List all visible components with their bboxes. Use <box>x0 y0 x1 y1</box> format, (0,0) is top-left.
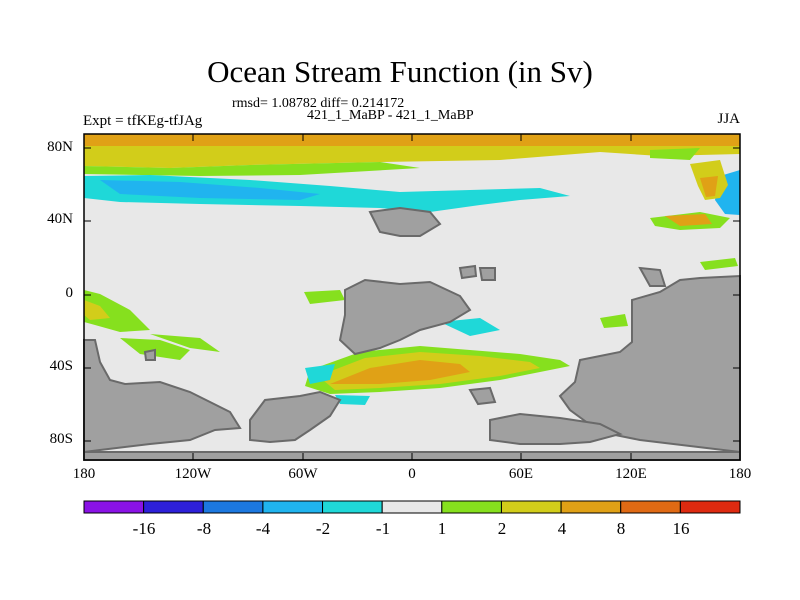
colorbar <box>83 500 741 514</box>
north-atlantic-orange <box>700 176 718 197</box>
lon-tick-120e: 120E <box>615 466 647 482</box>
land-south-america-tip <box>249 390 342 444</box>
north-pacific-blue <box>100 180 320 200</box>
land-east-continent <box>558 274 741 454</box>
lat-tick-0: 0 <box>65 285 74 301</box>
land-small-1 <box>458 264 478 280</box>
patch-40n-orange <box>665 214 712 226</box>
colorbar-swatch <box>143 500 204 514</box>
season-label: JJA <box>717 111 740 127</box>
tropic-green-atlantic <box>304 290 345 304</box>
south-pacific-green-2 <box>150 334 220 352</box>
southern-ocean-orange <box>330 360 470 384</box>
arctic-band-green <box>84 162 420 176</box>
colorbar-swatch <box>262 500 324 514</box>
chart-title: Ocean Stream Function (in Sv) <box>207 54 593 89</box>
colorbar-swatch <box>679 500 741 514</box>
lon-tick-60e: 60E <box>508 466 534 482</box>
land-small-3 <box>638 266 667 287</box>
land-africa-west <box>338 278 472 356</box>
land-masses <box>83 206 741 461</box>
colorbar-label-5: -1 <box>375 519 391 538</box>
lon-tick-180w: 180 <box>72 466 96 482</box>
tropic-green-indian <box>600 314 628 328</box>
colorbar-label-4: -2 <box>315 519 331 538</box>
subtitle-stats: rmsd= 1.08782 diff= 0.214172 <box>232 96 405 111</box>
colorbar-swatch <box>620 500 681 514</box>
colorbar-swatch <box>441 500 502 514</box>
west-tropic-green <box>84 290 150 332</box>
arctic-band-yellow <box>84 146 740 168</box>
lat-tick-80s: 80S <box>49 431 73 447</box>
colorbar-label-6: 1 <box>437 519 447 538</box>
west-tropic-yellow <box>84 300 110 320</box>
experiment-label: Expt = tfKEg-tfJAg <box>83 113 203 129</box>
southern-ocean-cyan-1 <box>305 364 335 384</box>
land-antarctic-lobe <box>489 412 623 445</box>
colorbar-swatch <box>322 500 383 514</box>
land-europe-block <box>368 206 442 237</box>
colorbar-swatch <box>381 500 443 514</box>
axis-ticks <box>83 134 741 460</box>
lat-tick-40n: 40N <box>47 211 73 227</box>
colorbar-label-9: 8 <box>616 519 626 538</box>
colorbar-swatch <box>202 500 264 514</box>
lat-tick-40s: 40S <box>49 358 73 374</box>
colorbar-label-1: -16 <box>132 519 156 538</box>
colorbar-label-7: 2 <box>497 519 507 538</box>
land-small-4 <box>468 386 497 406</box>
colorbar-label-10: 16 <box>672 519 690 538</box>
patch-25n-green <box>700 258 738 270</box>
arctic-green-patch <box>650 148 700 160</box>
land-small-2 <box>478 267 496 281</box>
colorbar-label-3: -4 <box>255 519 271 538</box>
subtitle-cases: 421_1_MaBP - 421_1_MaBP <box>307 108 474 123</box>
lon-tick-180e: 180 <box>728 466 752 482</box>
southern-ocean-cyan-2 <box>335 395 370 405</box>
land-small-5 <box>143 348 156 361</box>
lat-tick-80n: 80N <box>47 139 73 155</box>
colorbar-swatch <box>560 500 622 514</box>
colorbar-swatch <box>500 500 562 514</box>
colorbar-swatch <box>83 500 145 514</box>
lon-tick-0: 0 <box>408 466 416 482</box>
lon-tick-60w: 60W <box>288 466 318 482</box>
colorbar-label-8: 4 <box>557 519 567 538</box>
colorbar-label-2: -8 <box>196 519 212 538</box>
lon-tick-120w: 120W <box>174 466 212 482</box>
tropic-cyan-indian <box>440 318 500 336</box>
land-west-south <box>83 339 242 454</box>
